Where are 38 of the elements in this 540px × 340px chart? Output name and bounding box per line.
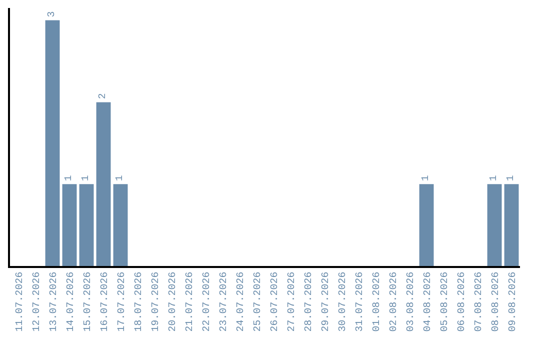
- x-tick-label: 31.07.2026: [354, 272, 366, 332]
- x-tick-label: 30.07.2026: [338, 272, 349, 332]
- x-tick-label: 14.07.2026: [66, 272, 77, 332]
- x-tick-label: 02.08.2026: [388, 272, 400, 332]
- x-tick-label: 28.07.2026: [304, 272, 315, 332]
- x-tick-label: 20.07.2026: [168, 272, 179, 332]
- x-tick-label: 29.07.2026: [320, 272, 332, 332]
- data-label: 1: [506, 175, 518, 182]
- data-label: 2: [98, 93, 110, 100]
- x-tick-label: 27.07.2026: [286, 272, 298, 332]
- x-tick-label: 12.07.2026: [32, 272, 43, 332]
- x-tick-label: 16.07.2026: [100, 272, 111, 332]
- data-label: 1: [489, 175, 500, 182]
- data-label: 1: [421, 175, 432, 182]
- x-tick-label: 19.07.2026: [150, 272, 162, 332]
- x-tick-label: 15.07.2026: [82, 272, 94, 332]
- data-label: 1: [115, 175, 126, 182]
- data-label: 3: [47, 11, 58, 18]
- data-label: 1: [64, 175, 75, 182]
- x-tick-label: 08.08.2026: [490, 272, 502, 332]
- x-tick-label: 22.07.2026: [202, 272, 213, 332]
- data-label: 1: [81, 175, 92, 182]
- x-tick-label: 06.08.2026: [456, 272, 468, 332]
- x-tick-label: 04.08.2026: [422, 272, 434, 332]
- x-tick-label: 24.07.2026: [236, 272, 247, 332]
- x-tick-label: 18.07.2026: [134, 272, 145, 332]
- x-tick-label: 11.07.2026: [14, 272, 26, 332]
- x-tick-label: 03.08.2026: [406, 272, 417, 332]
- x-tick-label: 05.08.2026: [440, 272, 451, 332]
- x-tick-label: 17.07.2026: [116, 272, 128, 332]
- x-tick-label: 13.07.2026: [48, 272, 60, 332]
- x-tick-label: 25.07.2026: [252, 272, 264, 332]
- x-tick-label: 23.07.2026: [218, 272, 230, 332]
- x-tick-label: 09.08.2026: [508, 272, 519, 332]
- x-tick-label: 21.07.2026: [184, 272, 196, 332]
- x-tick-label: 26.07.2026: [270, 272, 281, 332]
- x-tick-label: 07.08.2026: [474, 272, 485, 332]
- x-tick-label: 01.08.2026: [372, 272, 383, 332]
